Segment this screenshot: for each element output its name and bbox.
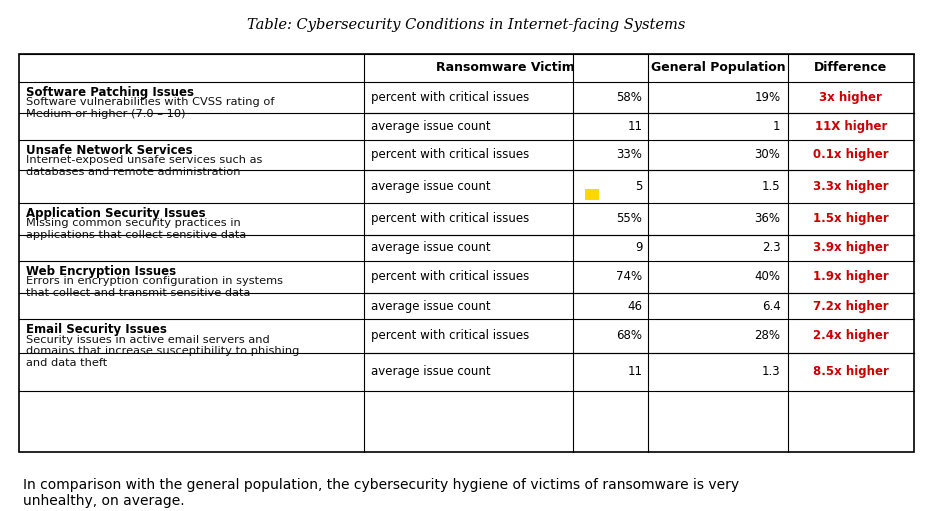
Text: percent with critical issues: percent with critical issues [371, 91, 530, 104]
Text: 11: 11 [627, 365, 642, 378]
Text: 1.5: 1.5 [762, 180, 780, 193]
Text: 7.2x higher: 7.2x higher [813, 299, 888, 313]
Text: Errors in encryption configuration in systems
that collect and transmit sensitiv: Errors in encryption configuration in sy… [26, 276, 283, 298]
Text: 1: 1 [773, 120, 780, 133]
Text: 46: 46 [627, 299, 642, 313]
Text: 8.5x higher: 8.5x higher [813, 365, 888, 378]
Text: Software vulnerabilities with CVSS rating of
Medium or higher (7.0 – 10): Software vulnerabilities with CVSS ratin… [26, 97, 274, 119]
Text: In comparison with the general population, the cybersecurity hygiene of victims : In comparison with the general populatio… [23, 478, 739, 508]
Text: percent with critical issues: percent with critical issues [371, 148, 530, 161]
Text: Ransomware Victim: Ransomware Victim [437, 61, 576, 74]
Text: 11: 11 [627, 120, 642, 133]
Text: 58%: 58% [617, 91, 642, 104]
Text: Difference: Difference [814, 61, 887, 74]
Text: 19%: 19% [754, 91, 780, 104]
Text: 3x higher: 3x higher [820, 91, 883, 104]
Text: Unsafe Network Services: Unsafe Network Services [26, 144, 192, 157]
Text: 1.3: 1.3 [762, 365, 780, 378]
Text: average issue count: average issue count [371, 180, 491, 193]
Text: percent with critical issues: percent with critical issues [371, 212, 530, 225]
Text: 9: 9 [635, 241, 642, 254]
Text: 5: 5 [635, 180, 642, 193]
Text: Internet-exposed unsafe services such as
databases and remote administration: Internet-exposed unsafe services such as… [26, 155, 263, 177]
Text: 30%: 30% [755, 148, 780, 161]
Text: 74%: 74% [616, 270, 642, 284]
Text: 3.9x higher: 3.9x higher [813, 241, 888, 254]
Text: 11X higher: 11X higher [815, 120, 887, 133]
Text: average issue count: average issue count [371, 365, 491, 378]
Bar [585, 189, 599, 200]
Text: 1.5x higher: 1.5x higher [813, 212, 888, 225]
Text: 3.3x higher: 3.3x higher [813, 180, 888, 193]
Text: percent with critical issues: percent with critical issues [371, 330, 530, 342]
Text: 6.4: 6.4 [762, 299, 780, 313]
Text: Web Encryption Issues: Web Encryption Issues [26, 265, 177, 278]
Text: 1.9x higher: 1.9x higher [813, 270, 888, 284]
Text: Application Security Issues: Application Security Issues [26, 207, 206, 220]
Text: Security issues in active email servers and
domains that increase susceptibility: Security issues in active email servers … [26, 335, 300, 368]
Text: 40%: 40% [754, 270, 780, 284]
Text: 36%: 36% [754, 212, 780, 225]
Text: average issue count: average issue count [371, 299, 491, 313]
Text: 2.4x higher: 2.4x higher [813, 330, 888, 342]
Text: Table: Cybersecurity Conditions in Internet-facing Systems: Table: Cybersecurity Conditions in Inter… [247, 18, 685, 32]
Text: percent with critical issues: percent with critical issues [371, 270, 530, 284]
Text: average issue count: average issue count [371, 241, 491, 254]
Text: 0.1x higher: 0.1x higher [813, 148, 888, 161]
Text: average issue count: average issue count [371, 120, 491, 133]
Text: 2.3: 2.3 [762, 241, 780, 254]
Text: General Population: General Population [651, 61, 785, 74]
Text: 33%: 33% [617, 148, 642, 161]
Text: Email Security Issues: Email Security Issues [26, 323, 167, 336]
Text: 68%: 68% [616, 330, 642, 342]
Text: Missing common security practices in
applications that collect sensitive data: Missing common security practices in app… [26, 218, 246, 240]
Text: 55%: 55% [617, 212, 642, 225]
Text: 28%: 28% [754, 330, 780, 342]
Text: Software Patching Issues: Software Patching Issues [26, 86, 194, 99]
